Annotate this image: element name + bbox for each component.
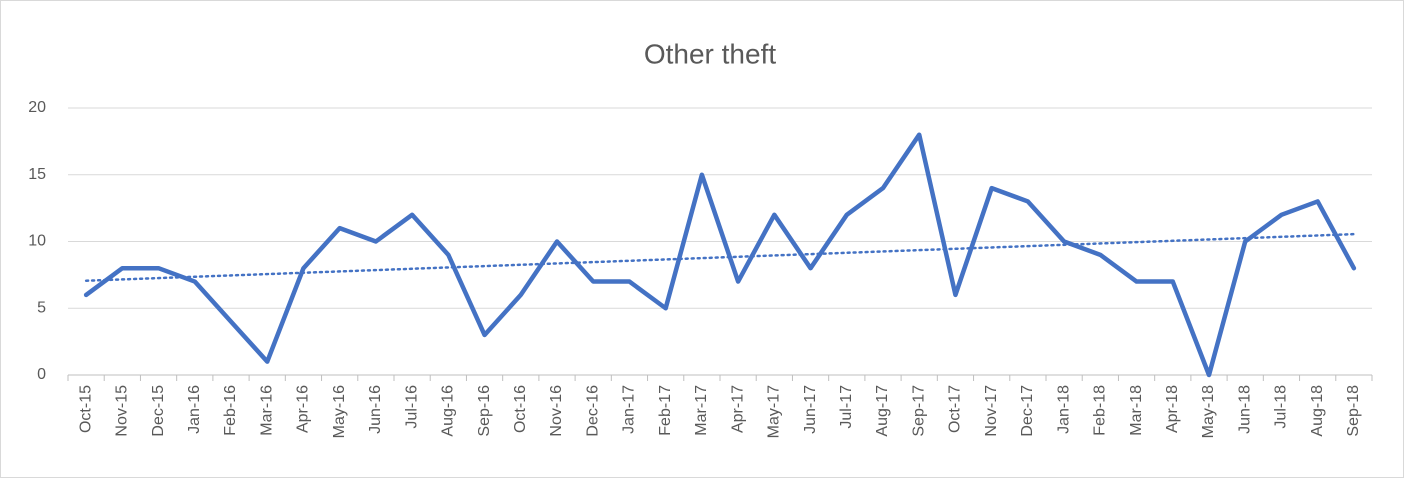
x-tick-label: Jan-16 xyxy=(186,385,203,434)
x-tick-label: Aug-16 xyxy=(440,385,457,437)
x-tick-label: Oct-17 xyxy=(947,385,964,433)
x-tick-label: Dec-15 xyxy=(150,385,167,437)
x-tick-label: May-16 xyxy=(331,385,348,438)
x-tick-label: Sep-16 xyxy=(476,385,493,437)
y-tick-label: 15 xyxy=(28,166,46,183)
x-tick-label: Dec-17 xyxy=(1019,385,1036,437)
x-tick-label: Feb-17 xyxy=(657,385,674,436)
x-tick-label: Aug-17 xyxy=(874,385,891,437)
x-tick-label: Dec-16 xyxy=(584,385,601,437)
trendline xyxy=(84,232,1356,282)
x-tick-label: Feb-16 xyxy=(222,385,239,436)
y-tick-label: 10 xyxy=(28,233,46,250)
x-tick-label: Apr-16 xyxy=(295,385,312,433)
x-tick-label: Sep-18 xyxy=(1345,385,1362,437)
x-tick-label: Jul-17 xyxy=(838,385,855,429)
x-tick-label: Jul-16 xyxy=(403,385,420,429)
x-tick-label: Jan-18 xyxy=(1055,385,1072,434)
x-tick-label: Apr-18 xyxy=(1164,385,1181,433)
chart-title: Other theft xyxy=(644,38,777,69)
x-tick-label: Jul-18 xyxy=(1273,385,1290,429)
x-tick-label: Feb-18 xyxy=(1092,385,1109,436)
x-tick-label: Nov-15 xyxy=(114,385,131,437)
x-tick-label: Jun-17 xyxy=(802,385,819,434)
y-tick-label: 0 xyxy=(37,366,46,383)
x-tick-label: Mar-17 xyxy=(693,385,710,436)
x-tick-label: Apr-17 xyxy=(729,385,746,433)
x-tick-label: Oct-15 xyxy=(77,385,94,433)
y-tick-label: 5 xyxy=(37,299,46,316)
x-tick-label: Nov-17 xyxy=(983,385,1000,437)
x-tick-label: Jun-18 xyxy=(1236,385,1253,434)
x-tick-label: Mar-18 xyxy=(1128,385,1145,436)
x-tick-label: May-18 xyxy=(1200,385,1217,438)
x-tick-label: Sep-17 xyxy=(910,385,927,437)
x-tick-label: Oct-16 xyxy=(512,385,529,433)
y-tick-label: 20 xyxy=(28,99,46,116)
x-tick-label: Jan-17 xyxy=(621,385,638,434)
data-line xyxy=(83,132,1357,378)
x-tick-label: May-17 xyxy=(766,385,783,438)
x-tick-label: Jun-16 xyxy=(367,385,384,434)
x-tick-label: Aug-18 xyxy=(1309,385,1326,437)
x-tick-label: Nov-16 xyxy=(548,385,565,437)
x-tick-label: Mar-16 xyxy=(258,385,275,436)
